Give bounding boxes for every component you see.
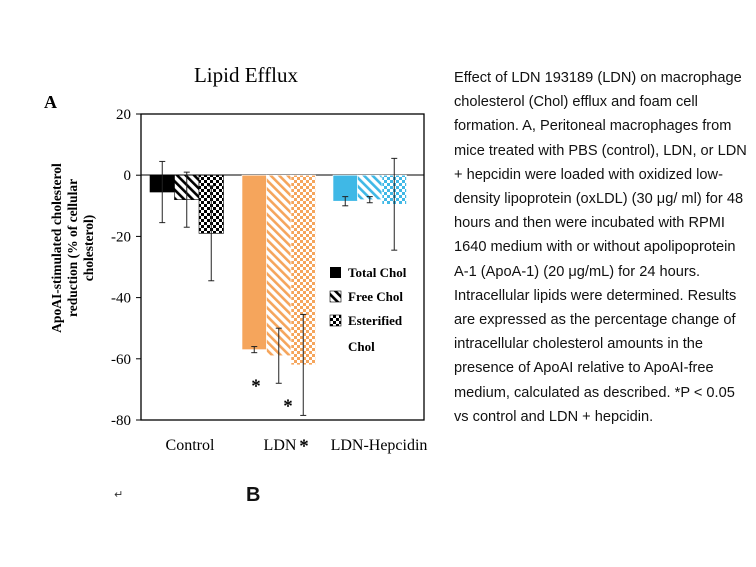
bar-ldn-2 (266, 174, 292, 357)
y-axis-label-line-3: cholesterol) (81, 215, 96, 281)
chart-title: Lipid Efflux (194, 63, 299, 87)
significance-star-1: * (251, 376, 261, 397)
legend-swatch-free (329, 290, 342, 303)
bar-chart: Lipid Efflux A ApoAI-stimulated choleste… (44, 63, 428, 457)
figure-caption: Effect of LDN 193189 (LDN) on macrophage… (454, 70, 747, 425)
plot-frame (140, 113, 425, 421)
x-tick-label: Control (166, 437, 215, 454)
x-tick-label: LDN-Hepcidin (331, 437, 428, 454)
y-tick-label: -60 (111, 352, 131, 368)
panel-label: A (44, 92, 57, 112)
legend-label-esterified-line-2: Chol (348, 339, 375, 354)
significance-star-2: * (283, 396, 293, 417)
y-tick-label: -40 (111, 291, 131, 307)
legend: Total Chol Free Chol Esterified Chol (329, 265, 407, 354)
chart-panel-a: Lipid Efflux A ApoAI-stimulated choleste… (44, 63, 428, 457)
y-tick-label: -20 (111, 229, 131, 245)
x-tick-labels: Control LDN LDN-Hepcidin (166, 437, 428, 454)
legend-label-total: Total Chol (348, 265, 407, 280)
legend-label-esterified: Esterified (348, 313, 403, 328)
y-axis-label: ApoAI-stimulated cholesterol reduction (… (49, 163, 96, 333)
bar-ldn-1 (241, 174, 267, 350)
legend-swatch-esterified (329, 314, 342, 327)
legend-label-free: Free Chol (348, 289, 403, 304)
return-mark-icon: ↵ (114, 488, 124, 501)
y-ticks: 20 0 -20 -40 -60 -80 (111, 107, 141, 429)
panel-b-label: B (246, 484, 261, 506)
y-axis-label-line-1: ApoAI-stimulated cholesterol (49, 163, 64, 333)
y-tick-label: 0 (124, 168, 132, 184)
error-bars (159, 157, 398, 416)
y-axis-label-line-2: reduction (% of cellular (65, 179, 80, 317)
significance-star-3: * (299, 436, 309, 457)
bar-hepcidin-2 (357, 174, 383, 200)
legend-swatch-total (330, 267, 341, 278)
x-tick-label: LDN (264, 437, 297, 454)
y-tick-label: 20 (116, 107, 131, 123)
y-tick-label: -80 (111, 413, 131, 429)
